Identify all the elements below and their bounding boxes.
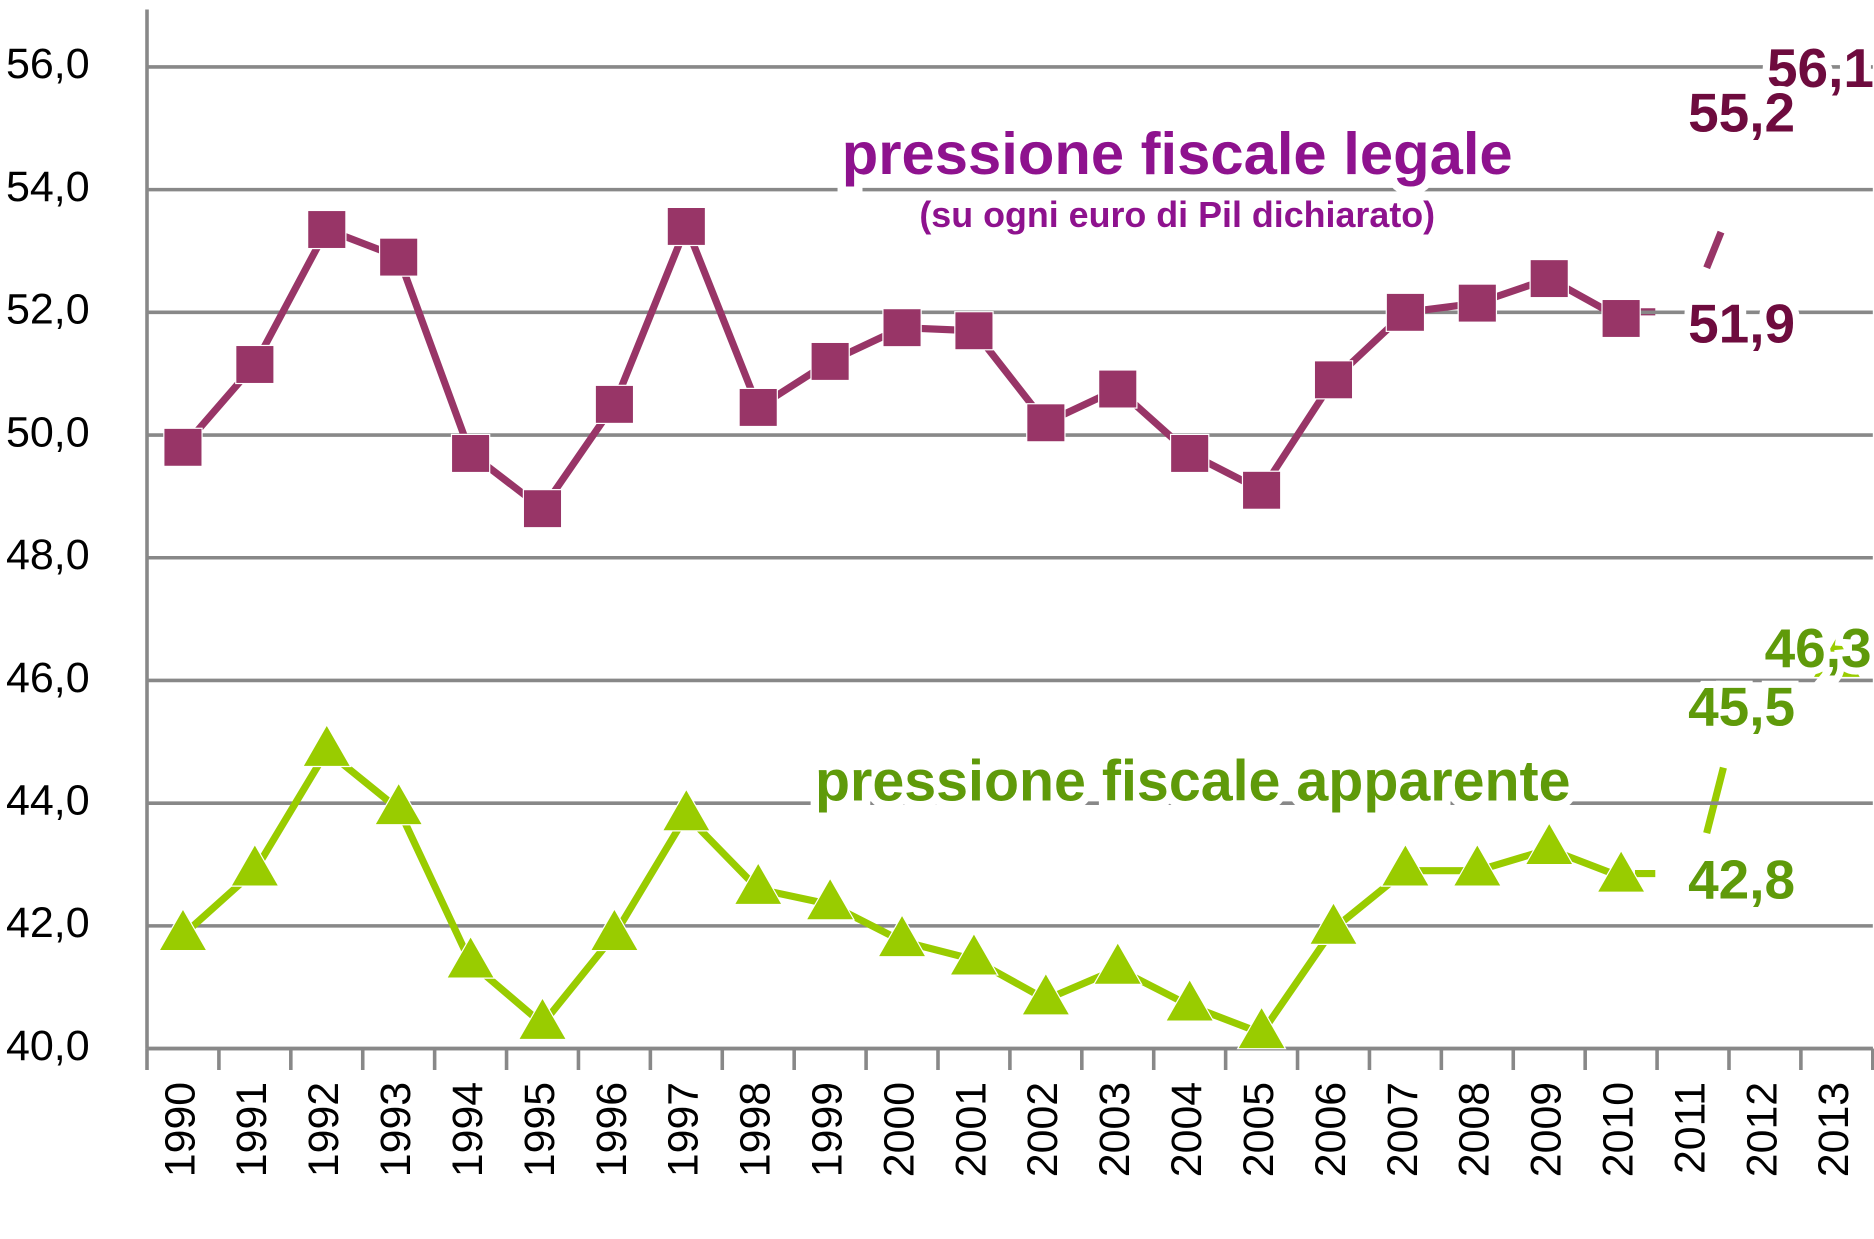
marker <box>589 907 640 952</box>
marker <box>1385 292 1426 332</box>
marker <box>1020 972 1071 1016</box>
y-tick-label: 52,0 <box>6 286 90 334</box>
x-tick-label: 2005 <box>1235 1082 1283 1177</box>
data-label: 55,2 <box>1688 82 1795 144</box>
marker <box>877 913 927 958</box>
marker <box>1169 433 1210 474</box>
x-tick-label: 1995 <box>516 1082 564 1177</box>
marker <box>1092 941 1143 985</box>
marker <box>1529 258 1569 299</box>
x-tick-label: 1999 <box>803 1082 851 1177</box>
marker <box>1241 470 1282 510</box>
marker <box>163 427 203 467</box>
marker <box>738 387 778 428</box>
x-tick-label: 2006 <box>1307 1082 1355 1177</box>
y-tick-label: 56,0 <box>6 40 90 88</box>
x-tick-label: 1994 <box>444 1082 492 1177</box>
connector <box>1703 766 1727 835</box>
x-tick-label: 1992 <box>300 1082 348 1177</box>
marker <box>661 788 712 832</box>
chart-subtitle: (su ogni euro di Pil dichiarato) <box>919 195 1435 235</box>
grid <box>145 9 1874 1070</box>
x-tick-label: 2008 <box>1451 1082 1499 1177</box>
data-label: 51,9 <box>1688 293 1795 355</box>
marker <box>450 433 491 474</box>
x-tick-label: 2001 <box>947 1082 995 1177</box>
series-title: pressione fiscale apparente <box>815 750 1570 814</box>
connector <box>1703 230 1725 270</box>
marker <box>810 341 850 382</box>
x-tick-label: 2009 <box>1523 1082 1571 1177</box>
marker <box>229 843 280 887</box>
y-tick-label: 54,0 <box>6 163 90 211</box>
marker <box>445 935 496 979</box>
marker <box>1098 369 1138 409</box>
marker <box>882 308 922 348</box>
data-label: 56,1 <box>1767 37 1874 99</box>
marker <box>805 877 856 921</box>
x-tick-label: 2013 <box>1810 1082 1858 1177</box>
marker <box>235 344 275 385</box>
marker <box>1236 1005 1287 1050</box>
marker <box>1457 283 1498 323</box>
marker <box>1308 901 1359 945</box>
x-tick-label: 2007 <box>1379 1082 1427 1177</box>
marker <box>373 781 424 826</box>
x-tick-label: 2012 <box>1738 1082 1786 1177</box>
x-tick-label: 1991 <box>228 1082 276 1177</box>
marker <box>307 209 347 250</box>
x-tick-label: 2010 <box>1594 1082 1642 1177</box>
marker <box>733 861 784 906</box>
marker <box>1452 843 1503 887</box>
marker <box>1524 821 1575 866</box>
marker <box>1601 298 1641 339</box>
x-tick-label: 2002 <box>1019 1082 1067 1177</box>
marker <box>949 932 999 976</box>
data-label: 45,5 <box>1688 676 1795 738</box>
x-tick-label: 1990 <box>156 1082 204 1177</box>
marker <box>1380 843 1431 887</box>
marker <box>954 311 994 351</box>
marker <box>1026 403 1066 443</box>
x-tick-label: 2004 <box>1163 1082 1211 1177</box>
y-tick-label: 48,0 <box>6 531 90 579</box>
marker <box>1811 634 1862 679</box>
marker <box>594 384 635 425</box>
x-tick-label: 1998 <box>732 1082 780 1177</box>
x-tick-label: 2003 <box>1091 1082 1139 1177</box>
y-tick-label: 40,0 <box>6 1022 90 1070</box>
marker <box>517 996 568 1041</box>
marker <box>522 489 563 529</box>
marker <box>1313 360 1354 400</box>
y-tick-label: 44,0 <box>6 777 90 825</box>
marker <box>158 907 208 952</box>
x-tick-label: 2011 <box>1666 1082 1714 1174</box>
marker <box>301 723 352 768</box>
marker <box>378 237 419 277</box>
marker <box>666 206 707 247</box>
data-label: 42,8 <box>1688 848 1795 910</box>
chart-title: pressione fiscale legale <box>842 120 1513 187</box>
y-tick-label: 46,0 <box>6 654 90 702</box>
x-tick-label: 1993 <box>372 1082 420 1177</box>
x-tick-label: 1996 <box>588 1082 636 1177</box>
x-tick-label: 1997 <box>660 1082 708 1177</box>
marker <box>1164 978 1215 1022</box>
marker <box>1596 849 1647 893</box>
y-tick-label: 50,0 <box>6 408 90 456</box>
data-label: 46,3 <box>1765 617 1872 679</box>
y-tick-label: 42,0 <box>6 899 90 947</box>
x-tick-label: 2000 <box>875 1082 923 1177</box>
